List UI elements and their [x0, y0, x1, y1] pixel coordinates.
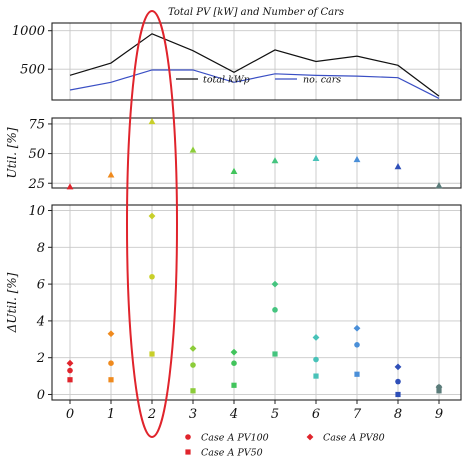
delta-point-diamond	[148, 212, 156, 220]
bot-y-axis-label: ΔUtil. [%]	[5, 272, 19, 333]
top-background	[52, 23, 461, 100]
series-line-no-cars	[69, 69, 440, 99]
bot-ytick-label: 10	[28, 204, 45, 219]
legend-label-diamond: Case A PV80	[323, 433, 385, 444]
legend-marker-square	[185, 449, 191, 455]
delta-point-square	[108, 377, 114, 383]
delta-point-circle	[272, 307, 278, 313]
delta-point-square	[272, 351, 278, 357]
x-tick-label: 4	[229, 407, 238, 422]
legend-label-total-kwp: total kWp	[203, 75, 250, 86]
top-legend: total kWp no. cars	[176, 75, 341, 86]
bot-background	[52, 205, 461, 400]
x-tick-label: 7	[353, 407, 362, 422]
delta-point-diamond	[271, 280, 279, 288]
legend-label-no-cars: no. cars	[303, 75, 341, 86]
delta-point-circle	[231, 360, 237, 367]
top-ytick-label: 1000	[12, 24, 45, 39]
delta-point-diamond	[353, 324, 361, 332]
x-tick-label: 6	[312, 407, 320, 422]
x-tick-label: 9	[435, 407, 443, 422]
delta-point-circle	[190, 362, 196, 368]
delta-point-diamond	[230, 348, 238, 356]
mid-ytick-label: 50	[28, 147, 45, 162]
util-point	[230, 167, 238, 174]
mid-background	[52, 118, 461, 188]
delta-point-square	[354, 371, 360, 377]
mid-ytick-label: 25	[27, 177, 45, 192]
middle-panel-utilization: 25 50 75 Util. [%]	[5, 117, 462, 192]
util-point	[312, 154, 320, 161]
delta-point-circle	[313, 356, 319, 363]
bot-ytick-label: 8	[37, 241, 45, 256]
series-line-total-kwp	[69, 33, 440, 97]
bot-ytick-label: 6	[37, 278, 45, 293]
delta-point-square	[67, 377, 73, 383]
bot-frame	[51, 204, 462, 401]
mid-frame	[51, 117, 462, 189]
util-point	[394, 163, 402, 170]
util-point	[107, 171, 115, 178]
delta-point-diamond	[66, 359, 74, 367]
mid-ytick-label: 75	[28, 117, 45, 132]
x-tick-label: 1	[107, 407, 115, 422]
legend-marker-circle	[185, 434, 191, 440]
bot-ytick-label: 4	[36, 314, 45, 329]
x-tick-label: 5	[271, 407, 279, 422]
bot-ytick-label: 0	[37, 388, 45, 403]
highlight-ellipse-shape	[126, 10, 178, 438]
top-frame	[51, 22, 462, 101]
delta-point-square	[395, 391, 401, 398]
delta-point-circle	[67, 367, 73, 374]
legend-label-circle: Case A PV100	[201, 433, 269, 444]
top-ytick-label: 500	[20, 63, 45, 78]
delta-point-circle	[149, 273, 155, 280]
top-panel-total-pv-and-cars: 500 1000 Total PV [kW] and Number of Cars t…	[12, 7, 462, 101]
delta-point-diamond	[394, 363, 402, 371]
delta-point-circle	[108, 360, 114, 367]
delta-point-diamond	[312, 334, 320, 341]
x-tick-label: 2	[147, 407, 156, 422]
highlight-ellipse	[126, 10, 178, 438]
delta-point-square	[436, 388, 442, 394]
x-tick-label: 3	[189, 407, 197, 422]
util-point	[66, 183, 74, 190]
delta-point-square	[149, 351, 155, 357]
top-title: Total PV [kW] and Number of Cars	[168, 7, 344, 18]
delta-point-square	[231, 382, 237, 388]
delta-point-square	[190, 388, 196, 394]
util-point	[435, 182, 443, 189]
legend-marker-diamond	[306, 433, 314, 441]
util-point	[148, 117, 156, 125]
delta-point-circle	[354, 342, 360, 348]
delta-point-diamond	[107, 330, 115, 338]
bottom-panel-delta-utilization: 0 2 4 6 8 10 0 1 2 3 4 5 6 7 8 9 ΔUtil. [%]	[5, 204, 462, 422]
delta-point-square	[313, 373, 319, 379]
legend-label-square: Case A PV50	[201, 448, 263, 459]
util-point	[271, 157, 279, 164]
x-tick-label: 8	[394, 407, 402, 422]
bot-ytick-label: 2	[36, 351, 45, 366]
util-point	[353, 155, 361, 163]
case-legend: Case A PV100 Case A PV80 Case A PV50	[185, 433, 385, 459]
mid-y-axis-label: Util. [%]	[5, 127, 19, 178]
x-tick-label: 0	[66, 407, 74, 422]
delta-point-diamond	[189, 345, 197, 352]
delta-point-circle	[395, 378, 401, 385]
util-point	[189, 146, 197, 153]
